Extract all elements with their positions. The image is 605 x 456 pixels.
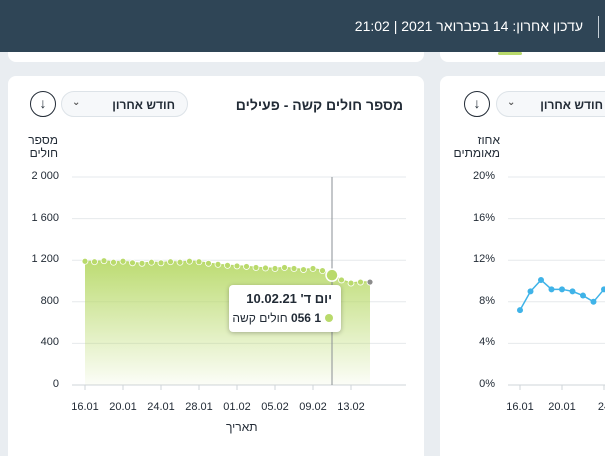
data-point bbox=[590, 298, 597, 305]
data-point bbox=[527, 288, 534, 295]
period-dropdown[interactable]: חודש אחרון ⌄ bbox=[61, 91, 188, 117]
previous-card-bottom-right bbox=[440, 52, 605, 62]
y-tick-label: 12% bbox=[472, 253, 495, 266]
y-axis-label: מספר חולים bbox=[22, 134, 58, 160]
data-point bbox=[157, 259, 165, 267]
data-point bbox=[186, 257, 193, 265]
y-tick-label: 16% bbox=[472, 211, 495, 224]
period-dropdown-right-label: חודש אחרון bbox=[540, 98, 603, 112]
y-axis-label-right-line1: אחוז bbox=[477, 133, 500, 147]
data-point bbox=[580, 292, 586, 299]
y-tick-label: 4% bbox=[479, 336, 495, 349]
period-dropdown-label: חודש אחרון bbox=[112, 98, 175, 112]
x-tick-label: 09.02 bbox=[299, 401, 327, 413]
data-point bbox=[148, 258, 155, 266]
data-point bbox=[138, 259, 146, 267]
data-point bbox=[300, 266, 307, 273]
data-point bbox=[357, 278, 364, 286]
data-point bbox=[281, 264, 288, 271]
y-axis-label-line1: מספר bbox=[28, 133, 58, 147]
period-dropdown-right[interactable]: חודש אחרון ⌄ bbox=[496, 91, 605, 117]
data-point bbox=[601, 286, 605, 293]
data-point bbox=[100, 257, 108, 265]
data-point bbox=[195, 258, 203, 266]
x-tick-label: 24 bbox=[597, 401, 605, 413]
data-point bbox=[517, 307, 523, 314]
y-tick-label: 0% bbox=[479, 378, 495, 390]
data-point bbox=[119, 257, 127, 265]
x-axis-label: תאריך bbox=[226, 420, 258, 434]
x-tick-label: 16.01 bbox=[506, 401, 534, 413]
data-point bbox=[110, 258, 117, 266]
y-tick-label: 8% bbox=[479, 294, 495, 307]
severe-patients-chart bbox=[72, 176, 406, 390]
data-point bbox=[338, 276, 345, 284]
highlighted-data-point bbox=[325, 268, 339, 282]
data-point bbox=[176, 258, 184, 266]
previous-card-bottom bbox=[8, 52, 424, 62]
x-tick-label: 05.02 bbox=[261, 401, 289, 413]
download-button[interactable]: ↓ bbox=[30, 91, 56, 117]
data-point bbox=[538, 276, 544, 283]
x-tick-label: 01.02 bbox=[223, 401, 251, 413]
data-point bbox=[91, 258, 98, 266]
header-divider bbox=[598, 16, 599, 38]
x-tick-label: 20.01 bbox=[109, 401, 137, 413]
chevron-down-icon: ⌄ bbox=[507, 97, 516, 108]
x-tick-label: 28.01 bbox=[185, 401, 213, 413]
y-axis-label-right: אחוז מאומתים bbox=[452, 134, 500, 160]
data-point bbox=[319, 267, 326, 275]
card-title: מספר חולים קשה - פעילים bbox=[235, 97, 403, 113]
y-axis-label-right-line2: מאומתים bbox=[453, 146, 500, 160]
data-point bbox=[569, 288, 576, 295]
x-tick-label: 20.01 bbox=[548, 401, 576, 413]
data-point bbox=[129, 259, 136, 267]
x-tick-label: 16.01 bbox=[71, 401, 99, 413]
data-point bbox=[290, 265, 298, 272]
series-line bbox=[519, 278, 605, 311]
tooltip-value: 1 056 bbox=[290, 311, 321, 325]
data-point bbox=[233, 262, 241, 270]
chart-tooltip: יום ד' 10.02.21 1 056 חולים קשה bbox=[229, 285, 341, 332]
tooltip-date: יום ד' 10.02.21 bbox=[246, 291, 332, 306]
data-point bbox=[347, 279, 355, 287]
y-tick-label: 800 bbox=[40, 294, 59, 307]
x-tick-label: 13.02 bbox=[337, 401, 365, 413]
data-point bbox=[81, 257, 89, 265]
data-point bbox=[548, 286, 555, 293]
y-axis-label-line2: חולים bbox=[29, 146, 58, 160]
arrow-down-icon: ↓ bbox=[39, 95, 47, 111]
y-tick-label: 400 bbox=[40, 336, 59, 349]
data-point bbox=[271, 265, 279, 272]
y-tick-label: 0 bbox=[52, 378, 59, 390]
tooltip-label: חולים קשה bbox=[232, 311, 288, 325]
data-point bbox=[309, 265, 317, 272]
positive-rate-card bbox=[440, 76, 605, 456]
last-updated-text: עדכון אחרון: 14 בפברואר 2021 | 21:02 bbox=[354, 18, 583, 34]
arrow-down-icon: ↓ bbox=[473, 95, 481, 111]
data-point bbox=[243, 263, 250, 270]
x-tick-label: 24.01 bbox=[147, 401, 175, 413]
download-button-right[interactable]: ↓ bbox=[464, 91, 490, 117]
positive-rate-chart bbox=[508, 176, 605, 390]
data-point bbox=[262, 264, 269, 272]
data-point bbox=[205, 259, 212, 267]
y-tick-label: 1 600 bbox=[31, 211, 59, 224]
data-point bbox=[366, 278, 374, 286]
tooltip-row: 1 056 חולים קשה bbox=[232, 311, 333, 325]
legend-dot bbox=[325, 314, 333, 322]
y-tick-label: 2 000 bbox=[31, 170, 59, 182]
data-point bbox=[167, 258, 174, 266]
y-tick-label: 20% bbox=[472, 170, 495, 182]
chevron-down-icon: ⌄ bbox=[72, 97, 81, 108]
data-point bbox=[214, 260, 222, 268]
top-bar: עדכון אחרון: 14 בפברואר 2021 | 21:02 bbox=[0, 0, 605, 52]
accent-bar bbox=[498, 52, 522, 55]
data-point bbox=[224, 261, 231, 269]
data-point bbox=[252, 264, 260, 271]
y-tick-label: 1 200 bbox=[31, 253, 59, 266]
data-point bbox=[559, 286, 565, 293]
